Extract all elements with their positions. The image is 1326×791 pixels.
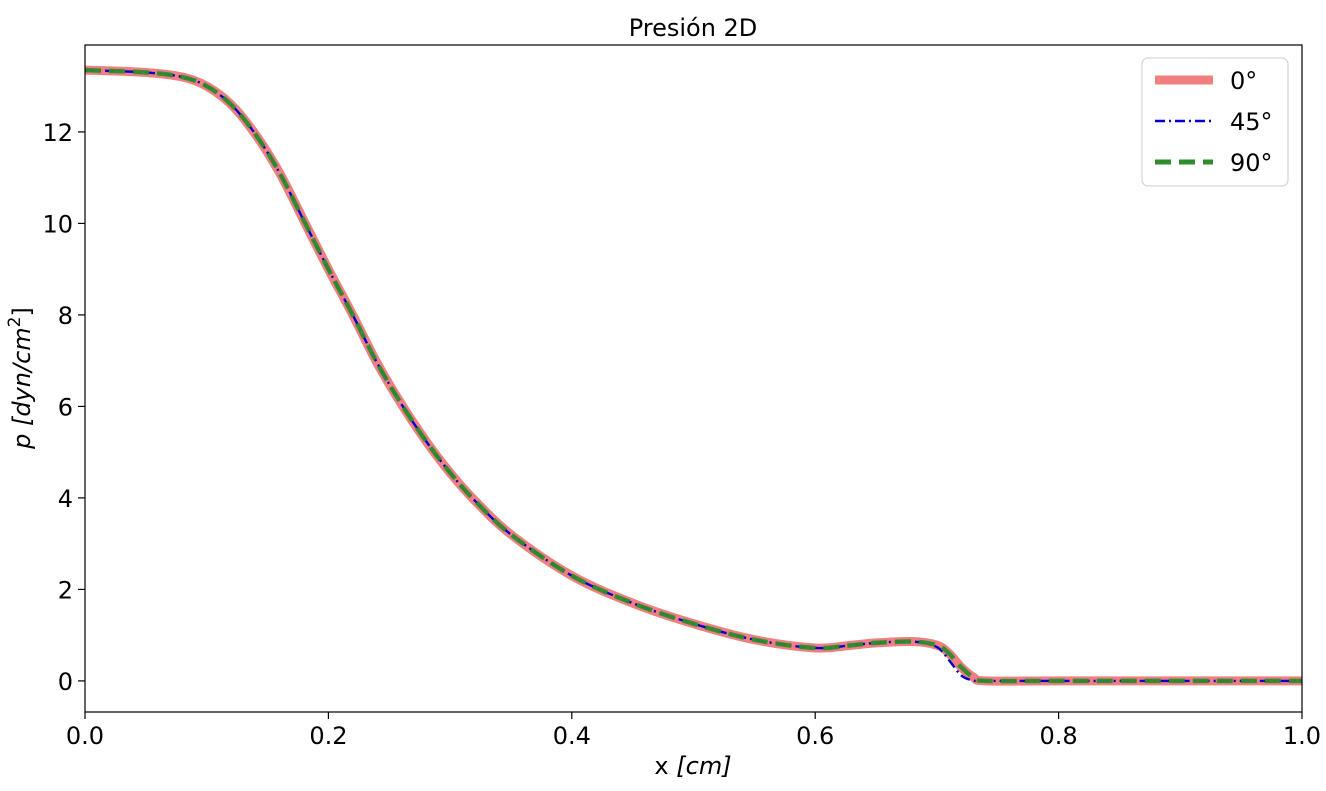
- x-tick-label: 1.0: [1283, 722, 1321, 750]
- series-line-45deg: [84, 68, 1302, 683]
- x-tick-label: 0.6: [796, 722, 834, 750]
- y-axis-label: p [dyn/cm2]: [5, 307, 36, 450]
- y-axis-label-unit: [dyn/cm: [8, 327, 36, 426]
- x-tick-label: 0.8: [1040, 722, 1078, 750]
- x-tick-label: 0.0: [66, 722, 104, 750]
- y-axis-ticks: 0 2 4 6 8 10 12: [42, 119, 85, 696]
- x-tick-label: 0.2: [309, 722, 347, 750]
- x-axis-label-main: x: [654, 752, 676, 780]
- x-axis-label-unit: [cm]: [676, 752, 731, 780]
- x-axis-label: x [cm]: [654, 752, 731, 780]
- x-axis-ticks: 0.0 0.2 0.4 0.6 0.8 1.0: [66, 712, 1321, 750]
- series-line-90deg: [84, 67, 1302, 684]
- legend-label-0deg: 0°: [1230, 67, 1257, 95]
- y-tick-label: 12: [42, 119, 73, 147]
- plot-frame: [84, 44, 1303, 713]
- x-tick-label: 0.4: [553, 722, 591, 750]
- legend-label-45deg: 45°: [1230, 108, 1273, 136]
- y-tick-label: 10: [42, 210, 73, 238]
- legend: 0° 45° 90°: [1141, 57, 1289, 187]
- chart-title: Presión 2D: [629, 14, 758, 42]
- y-tick-label: 8: [58, 302, 73, 330]
- y-axis-label-main: p: [8, 426, 36, 450]
- y-tick-label: 6: [58, 393, 73, 421]
- y-tick-label: 4: [58, 485, 73, 513]
- legend-frame: [1141, 57, 1289, 187]
- y-tick-label: 2: [58, 576, 73, 604]
- y-axis-label-exp: 2: [5, 317, 25, 328]
- y-axis-label-close: ]: [8, 307, 36, 316]
- y-tick-label: 0: [58, 668, 73, 696]
- legend-label-90deg: 90°: [1230, 149, 1273, 177]
- plot-lines: [84, 65, 1302, 686]
- series-line-0deg: [84, 65, 1302, 686]
